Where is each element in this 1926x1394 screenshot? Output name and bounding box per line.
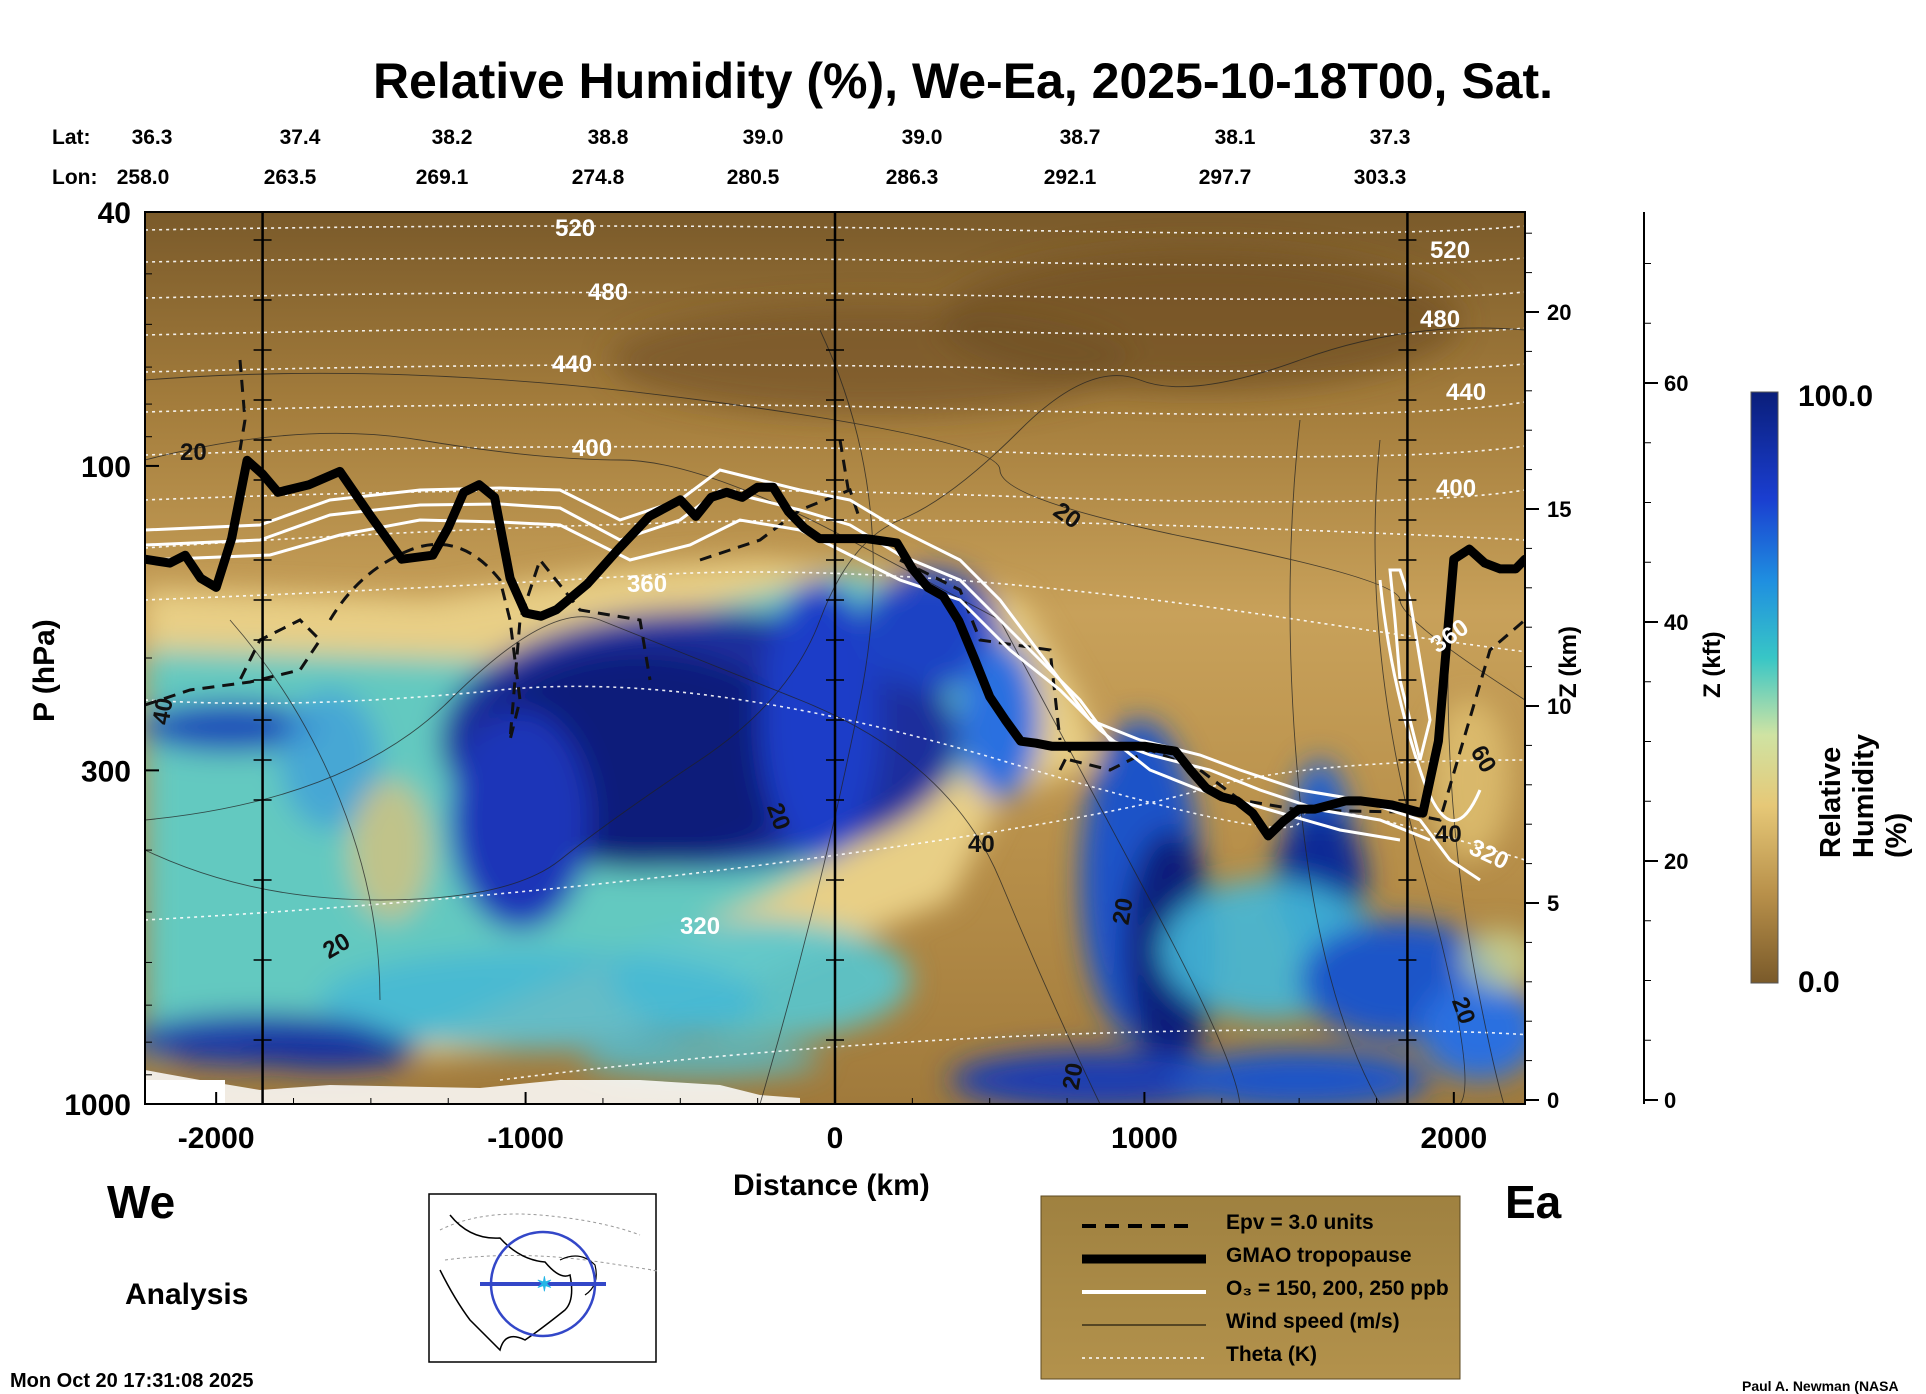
timestamp: Mon Oct 20 17:31:08 2025 — [10, 1370, 254, 1392]
lon-value: 303.3 — [1353, 166, 1407, 189]
z-km-tick-label: 10 — [1547, 694, 1571, 719]
wind-label-40-a: 40 — [968, 831, 995, 858]
lon-value: 263.5 — [263, 166, 317, 189]
lat-value: 38.2 — [431, 126, 473, 149]
lon-row-label: Lon: — [52, 166, 98, 189]
lat-value: 36.3 — [131, 126, 173, 149]
legend-o3-label: O₃ = 150, 200, 250 ppb — [1226, 1277, 1449, 1300]
legend-wind-label: Wind speed (m/s) — [1226, 1310, 1400, 1333]
theta-label-480-left: 480 — [588, 279, 628, 306]
pressure-tick-label: 1000 — [64, 1089, 131, 1122]
lon-value: 274.8 — [571, 166, 625, 189]
lon-value: 269.1 — [415, 166, 469, 189]
wind-label-20-f: 20 — [1058, 1061, 1089, 1092]
lat-value: 37.3 — [1369, 126, 1411, 149]
lon-value: 286.3 — [885, 166, 939, 189]
ea-label: Ea — [1505, 1176, 1562, 1228]
theta-label-440-left: 440 — [552, 351, 592, 378]
colorbar-min-label: 0.0 — [1798, 966, 1840, 999]
pressure-tick-label: 300 — [81, 755, 131, 788]
colorbar-gradient — [1751, 392, 1778, 983]
lon-value: 297.7 — [1198, 166, 1252, 189]
lat-value: 39.0 — [742, 126, 784, 149]
z-kft-tick-label: 60 — [1664, 371, 1688, 396]
wind-speed-contours — [145, 327, 1525, 1104]
wind-label-40-b: 40 — [148, 696, 179, 727]
x-axis: -2000 -1000 0 1000 2000 — [178, 1092, 1487, 1155]
lon-value: 258.0 — [116, 166, 170, 189]
tropopause-line — [145, 455, 1525, 841]
wind-label-20-a: 20 — [180, 439, 207, 466]
terrain-edge — [145, 1070, 800, 1104]
legend-tropopause-label: GMAO tropopause — [1226, 1244, 1412, 1267]
lat-value: 38.8 — [587, 126, 629, 149]
y-axis-label: P (hPa) — [28, 619, 61, 722]
x-tick-label: 0 — [827, 1122, 844, 1155]
z-km-axis: 0 5 10 15 20 — [1525, 232, 1571, 1113]
x-tick-label: 1000 — [1111, 1122, 1178, 1155]
lat-row-label: Lat: — [52, 126, 91, 149]
theta-label-400-right: 400 — [1436, 475, 1476, 502]
credit: Paul A. Newman (NASA — [1742, 1378, 1899, 1394]
humidity-field — [145, 250, 1525, 1104]
pressure-tick-label: 100 — [81, 451, 131, 484]
z-kft-tick-label: 0 — [1664, 1088, 1676, 1113]
pressure-tick-label: 40 — [98, 197, 131, 230]
vertical-marker-lines — [253, 212, 1417, 1104]
z-km-axis-label: Z (km) — [1555, 626, 1582, 698]
locator-map: ✶ — [428, 1193, 659, 1363]
legend-box — [1040, 1195, 1461, 1380]
wind-label-20-e: 20 — [1108, 896, 1139, 927]
x-axis-label: Distance (km) — [733, 1169, 930, 1202]
z-km-tick-label: 15 — [1547, 497, 1571, 522]
epv-contour — [145, 359, 1525, 822]
lon-value: 292.1 — [1043, 166, 1097, 189]
theta-label-440-right: 440 — [1446, 379, 1486, 406]
x-tick-label: 2000 — [1420, 1122, 1487, 1155]
z-kft-axis: 0 20 40 60 — [1643, 212, 1688, 1113]
theta-label-360-left: 360 — [627, 571, 667, 598]
z-kft-tick-label: 20 — [1664, 849, 1688, 874]
colorbar-label: Relative Humidity (%) — [1815, 733, 1913, 858]
x-tick-label: -1000 — [487, 1122, 564, 1155]
svg-text:✶: ✶ — [536, 1274, 553, 1296]
lat-value: 37.4 — [279, 126, 321, 149]
wind-label-40-c: 40 — [1435, 821, 1462, 848]
z-km-tick-label: 20 — [1547, 300, 1571, 325]
z-kft-tick-label: 40 — [1664, 610, 1688, 635]
lon-value: 280.5 — [726, 166, 780, 189]
pressure-axis: 40 100 300 1000 — [64, 197, 159, 1122]
z-km-tick-label: 0 — [1547, 1088, 1559, 1113]
theta-label-480-right: 480 — [1420, 306, 1460, 333]
lat-value: 38.1 — [1214, 126, 1256, 149]
lat-value: 38.7 — [1059, 126, 1101, 149]
lat-value: 39.0 — [901, 126, 943, 149]
z-km-tick-label: 5 — [1547, 891, 1559, 916]
colorbar-max-label: 100.0 — [1798, 380, 1874, 413]
chart-title: Relative Humidity (%), We-Ea, 2025-10-18… — [372, 53, 1554, 109]
theta-label-520-right: 520 — [1430, 237, 1470, 264]
colorbar — [1750, 391, 1779, 984]
analysis-label: Analysis — [125, 1278, 249, 1311]
theta-label-320-left: 320 — [680, 913, 720, 940]
z-kft-axis-label: Z (kft) — [1699, 631, 1726, 698]
x-tick-label: -2000 — [178, 1122, 255, 1155]
legend-epv-label: Epv = 3.0 units — [1226, 1211, 1374, 1234]
theta-label-400-left: 400 — [572, 435, 612, 462]
legend-theta-label: Theta (K) — [1226, 1343, 1317, 1366]
theta-label-520-left: 520 — [555, 215, 595, 242]
we-label: We — [107, 1176, 176, 1228]
